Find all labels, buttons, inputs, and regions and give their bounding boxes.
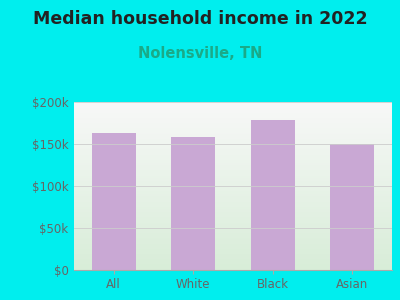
Bar bbox=[92, 133, 136, 270]
Bar bbox=[251, 121, 295, 270]
Bar bbox=[330, 144, 374, 270]
Text: Nolensville, TN: Nolensville, TN bbox=[138, 46, 262, 62]
Text: Median household income in 2022: Median household income in 2022 bbox=[33, 11, 367, 28]
Bar bbox=[171, 137, 215, 270]
